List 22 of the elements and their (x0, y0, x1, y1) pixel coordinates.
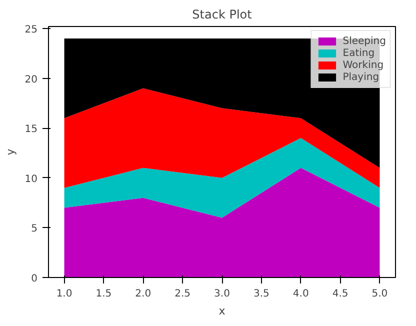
legend-label: Sleeping (342, 35, 386, 47)
x-tick-label: 2.5 (174, 288, 191, 300)
chart-title: Stack Plot (192, 8, 252, 22)
y-tick-label: 15 (24, 124, 38, 136)
x-tick-label: 4.5 (332, 288, 348, 300)
x-tick-label: 3.5 (253, 288, 270, 300)
y-tick-label: 0 (31, 274, 38, 284)
y-tick-label: 10 (24, 174, 38, 185)
x-tick-label: 1.0 (56, 288, 72, 300)
x-tick-label: 1.5 (96, 288, 112, 300)
x-tick-label: 4.0 (292, 288, 309, 300)
y-tick-label: 5 (31, 224, 38, 235)
y-axis-title: y (4, 148, 17, 156)
x-tick-label: 2.0 (135, 288, 152, 300)
y-tick-label: 25 (24, 24, 38, 36)
legend-label: Playing (342, 71, 380, 83)
x-tick-label: 5.0 (372, 288, 388, 300)
legend-label: Eating (342, 47, 375, 59)
y-tick-label: 20 (24, 74, 38, 86)
legend-label: Working (342, 59, 384, 71)
x-tick-label: 3.0 (214, 288, 230, 300)
x-axis-title: x (218, 304, 226, 318)
